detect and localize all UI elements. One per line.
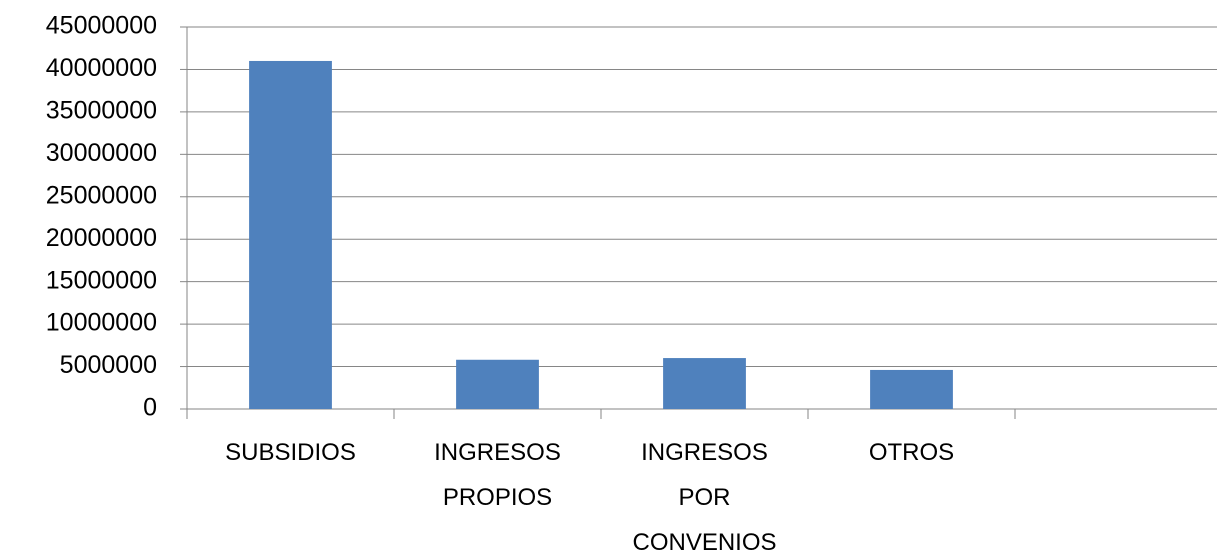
x-tick-label: SUBSIDIOS [225,439,356,466]
bar [663,358,746,409]
y-tick-label: 30000000 [46,139,157,167]
y-tick-label: 15000000 [46,266,157,294]
bar [249,60,332,409]
bar [456,359,539,409]
y-tick-label: 20000000 [46,224,157,252]
bar [870,369,953,409]
y-tick-label: 10000000 [46,309,157,337]
x-tick-label: INGRESOS PROPIOS [434,439,561,511]
y-tick-label: 40000000 [46,54,157,82]
y-tick-label: 0 [143,394,157,422]
y-tick-label: 5000000 [60,351,157,379]
x-tick-label: INGRESOS POR CONVENIOS [632,439,777,554]
y-tick-label: 25000000 [46,181,157,209]
x-tick-label: OTROS [868,439,955,466]
y-tick-label: 35000000 [46,96,157,124]
y-tick-label: 45000000 [46,12,157,40]
